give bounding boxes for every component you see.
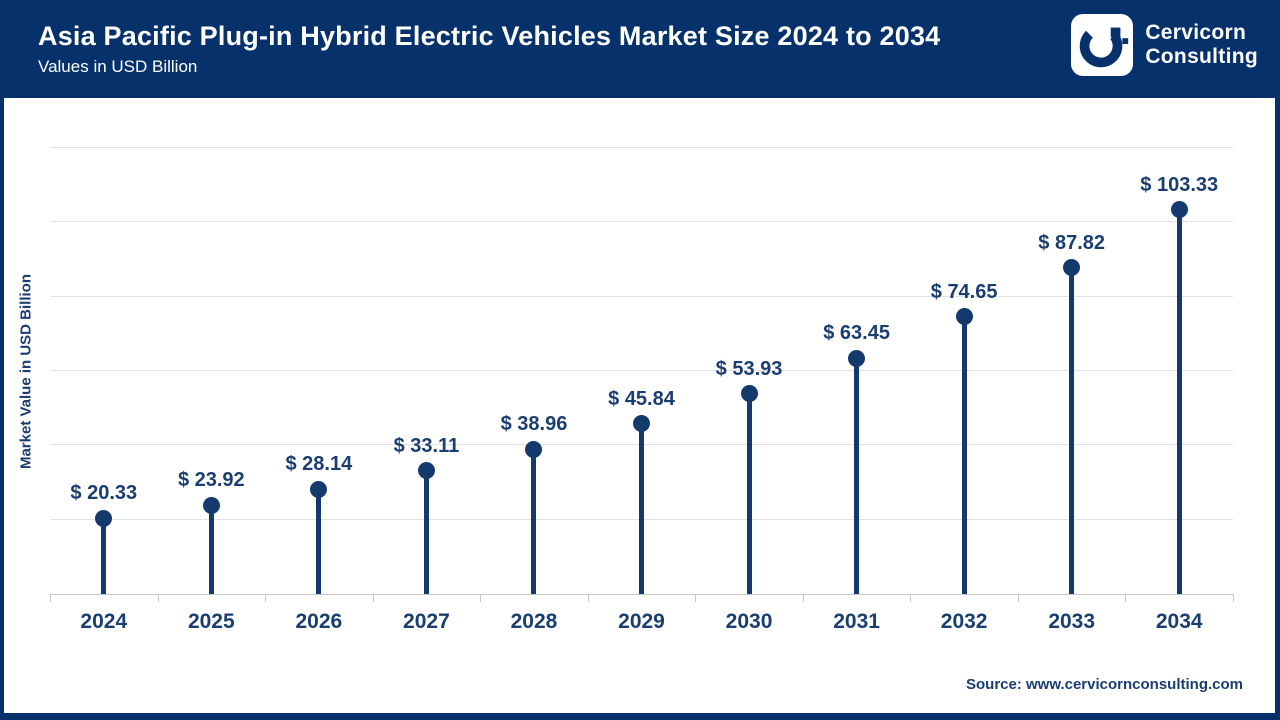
logo-text: Cervicorn Consulting bbox=[1145, 21, 1258, 68]
x-tick-label: 2029 bbox=[618, 610, 665, 633]
plot-area: $ 20.33 2024 $ 23.92 2025 $ 28.14 2026 $ 33.11… bbox=[50, 147, 1234, 633]
x-axis-tick bbox=[910, 594, 912, 602]
chart-region: Market Value in USD Billion $ 20.33 2024 $… bbox=[4, 98, 1275, 713]
lollipop-dot bbox=[1170, 201, 1188, 219]
value-label: $ 45.84 bbox=[608, 387, 675, 410]
x-axis-tick bbox=[587, 594, 589, 602]
x-tick-label: 2030 bbox=[725, 610, 773, 633]
chart-title: Asia Pacific Plug-in Hybrid Electric Veh… bbox=[38, 20, 941, 51]
gridline bbox=[50, 370, 1233, 371]
lollipop-stem bbox=[961, 316, 967, 594]
chart-subtitle: Values in USD Billion bbox=[38, 57, 198, 77]
lollipop-dot bbox=[310, 480, 328, 498]
value-label: $ 74.65 bbox=[930, 280, 998, 303]
lollipop-dot bbox=[740, 385, 758, 403]
x-axis-tick bbox=[480, 594, 482, 602]
lollipop-stem bbox=[316, 489, 322, 594]
x-tick-label: 2026 bbox=[295, 610, 343, 633]
x-tick-label: 2027 bbox=[403, 610, 450, 633]
logo-line1: Cervicorn bbox=[1145, 21, 1247, 45]
lollipop-stem bbox=[639, 423, 644, 594]
x-tick-label: 2031 bbox=[833, 610, 880, 633]
header-banner: Asia Pacific Plug-in Hybrid Electric Veh… bbox=[0, 0, 1280, 98]
logo-c-glyph bbox=[1080, 24, 1129, 68]
x-tick-label: 2024 bbox=[80, 610, 128, 633]
lollipop-stem bbox=[746, 393, 752, 594]
x-tick-label: 2033 bbox=[1048, 610, 1096, 633]
value-label: $ 23.92 bbox=[177, 469, 245, 492]
source-text: Source: www.cervicornconsulting.com bbox=[965, 676, 1243, 693]
x-axis-tick bbox=[157, 594, 159, 602]
y-axis-title: Market Value in USD Billion bbox=[17, 273, 35, 470]
lollipop-stem bbox=[423, 470, 429, 594]
lollipop-stem bbox=[101, 518, 107, 594]
value-label: $ 38.96 bbox=[500, 413, 568, 436]
lollipop-dot bbox=[95, 509, 113, 527]
lollipop-stem bbox=[854, 358, 860, 594]
lollipop-dot bbox=[1063, 259, 1081, 277]
x-axis-tick bbox=[50, 594, 51, 602]
gridline bbox=[50, 295, 1233, 297]
logo-line2: Consulting bbox=[1145, 45, 1258, 68]
lollipop-stem bbox=[208, 505, 214, 594]
x-axis-tick bbox=[1125, 594, 1127, 602]
x-axis-tick bbox=[802, 594, 804, 602]
lollipop-dot bbox=[955, 308, 973, 326]
lollipop-dot bbox=[633, 415, 650, 433]
gridline bbox=[50, 147, 1233, 148]
lollipop-stem bbox=[1176, 209, 1182, 594]
lollipop-dot bbox=[202, 496, 220, 514]
value-label: $ 87.82 bbox=[1038, 231, 1106, 254]
x-tick-label: 2025 bbox=[187, 610, 235, 633]
value-label: $ 33.11 bbox=[393, 434, 460, 457]
x-tick-label: 2034 bbox=[1155, 610, 1203, 633]
value-label: $ 28.14 bbox=[285, 453, 353, 476]
cervicorn-logo-icon bbox=[1071, 14, 1134, 76]
x-axis-tick bbox=[1233, 594, 1234, 602]
lollipop-dot bbox=[417, 462, 435, 480]
x-axis-tick bbox=[265, 594, 267, 602]
lollipop-dot bbox=[525, 440, 543, 458]
x-axis-tick bbox=[1017, 594, 1019, 602]
value-label: $ 63.45 bbox=[823, 322, 890, 345]
value-label: $ 53.93 bbox=[715, 357, 783, 380]
x-axis-tick bbox=[695, 594, 697, 602]
header-titles: Asia Pacific Plug-in Hybrid Electric Veh… bbox=[38, 21, 940, 77]
gridline bbox=[50, 221, 1233, 223]
lollipop-stem bbox=[531, 449, 537, 594]
value-label: $ 103.33 bbox=[1140, 173, 1219, 196]
x-axis-line bbox=[50, 594, 1233, 595]
lollipop-stem bbox=[1069, 267, 1075, 594]
x-axis-tick bbox=[372, 594, 374, 602]
company-logo: Cervicorn Consulting bbox=[1071, 14, 1258, 76]
x-tick-label: 2032 bbox=[940, 610, 988, 633]
x-tick-label: 2028 bbox=[510, 610, 558, 633]
lollipop-dot bbox=[848, 349, 866, 367]
value-label: $ 20.33 bbox=[70, 482, 138, 505]
